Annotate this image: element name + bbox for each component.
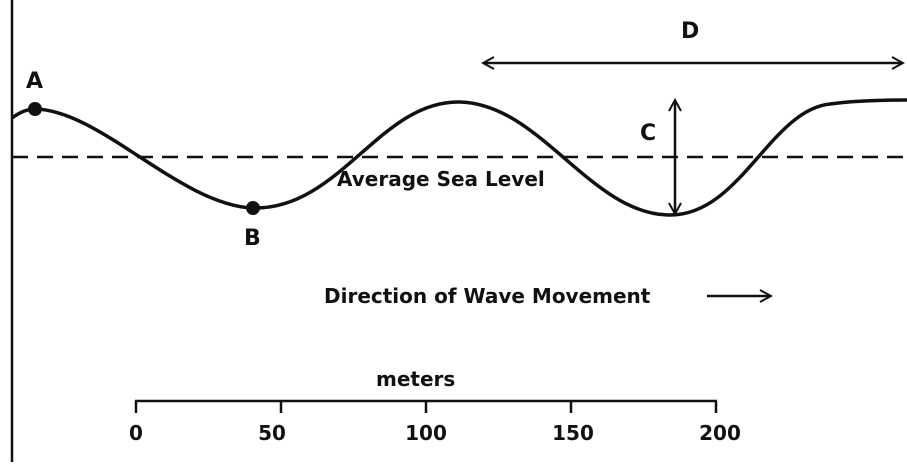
wave-height-label: C xyxy=(640,121,656,146)
scale-tick-label-150: 150 xyxy=(552,421,594,445)
scale-tick-label-0: 0 xyxy=(129,421,143,445)
wave-curve xyxy=(10,98,907,217)
scale-tick-label-50: 50 xyxy=(258,421,286,445)
point-b-marker xyxy=(246,201,260,215)
scale-ticks xyxy=(134,401,718,413)
scale-tick-label-100: 100 xyxy=(405,421,447,445)
point-b-label: B xyxy=(244,226,261,251)
sea-level-label: Average Sea Level xyxy=(337,167,545,191)
scale-tick-label-200: 200 xyxy=(699,421,741,445)
point-a-label: A xyxy=(26,69,43,94)
direction-label: Direction of Wave Movement xyxy=(324,284,651,308)
point-a-marker xyxy=(28,102,42,116)
scale-title: meters xyxy=(376,367,455,391)
wavelength-label: D xyxy=(681,19,699,44)
